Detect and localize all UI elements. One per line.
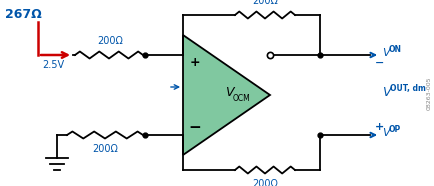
Text: V: V [381, 48, 389, 58]
Text: 200Ω: 200Ω [251, 0, 277, 6]
Text: ON: ON [388, 44, 401, 54]
Text: 08263-005: 08263-005 [426, 76, 431, 110]
Text: OUT, dm: OUT, dm [389, 84, 425, 94]
Text: +: + [374, 122, 383, 132]
Text: 2.5V: 2.5V [42, 60, 64, 70]
Text: 267Ω: 267Ω [5, 8, 42, 21]
Text: 200Ω: 200Ω [92, 144, 118, 154]
Polygon shape [183, 35, 270, 155]
Text: OP: OP [388, 124, 400, 134]
Text: V: V [381, 128, 389, 138]
Text: −: − [374, 58, 384, 68]
Text: V: V [381, 86, 390, 100]
Text: 200Ω: 200Ω [251, 179, 277, 186]
Text: −: − [188, 119, 201, 134]
Text: V: V [224, 86, 233, 100]
Text: +: + [189, 57, 200, 70]
Text: 200Ω: 200Ω [97, 36, 123, 46]
Text: OCM: OCM [233, 94, 250, 103]
